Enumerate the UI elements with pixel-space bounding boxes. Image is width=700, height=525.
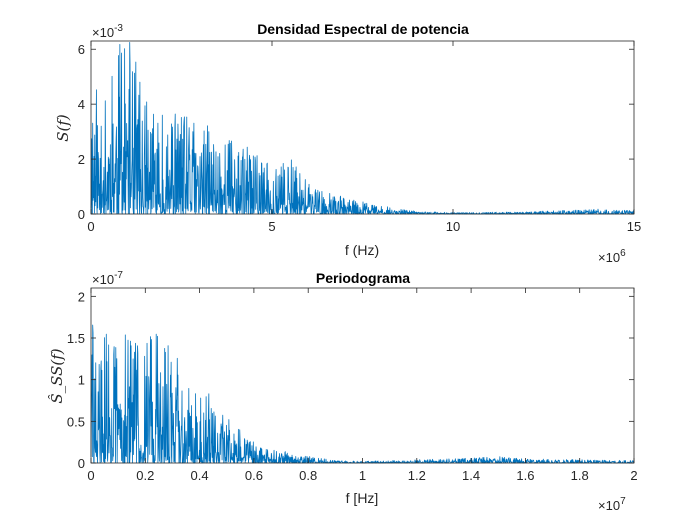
top-series-line	[90, 42, 635, 215]
x-tick-label: 5	[268, 219, 275, 234]
x-tick-label: 0	[87, 219, 94, 234]
top-y-multiplier: ×10-3	[92, 23, 123, 40]
y-tick-label: 0.5	[67, 414, 85, 429]
bottom-chart-title: Periodograma	[316, 270, 410, 286]
bottom-y-axis-label: Ŝ_SS(f)	[48, 348, 66, 403]
bottom-x-axis-label: f [Hz]	[346, 490, 379, 506]
subplot-bottom: Periodograma 0 0.2 0.4 0.6 0.8 1 1.2 1.4 1.6 1.8 2…	[48, 270, 638, 513]
x-tick-label: 1.4	[462, 468, 480, 483]
y-tick-label: 6	[78, 42, 85, 57]
top-y-axis-label: S(f)	[54, 114, 72, 142]
top-axes-box	[90, 40, 635, 215]
bottom-series-line	[90, 324, 635, 464]
x-tick-label: 0.4	[191, 468, 209, 483]
bottom-y-multiplier: ×10-7	[92, 270, 123, 287]
x-tick-label: 10	[446, 219, 460, 234]
bottom-x-multiplier: ×107	[598, 496, 626, 513]
y-tick-label: 2	[78, 152, 85, 167]
y-tick-label: 2	[78, 289, 85, 304]
y-tick-label: 4	[78, 97, 85, 112]
x-tick-label: 0.2	[136, 468, 154, 483]
bottom-y-ticks: 0 0.5 1 1.5 2	[67, 289, 634, 471]
subplot-top: Densidad Espectral de potencia 0 5 10 15 0 2…	[54, 21, 641, 265]
x-tick-label: 0	[87, 468, 94, 483]
top-y-ticks: 0 2 4 6	[78, 42, 634, 222]
y-tick-label: 0	[78, 207, 85, 222]
y-tick-label: 1.5	[67, 331, 85, 346]
x-tick-label: 2	[630, 468, 637, 483]
y-tick-label: 1	[78, 373, 85, 388]
x-tick-label: 1	[359, 468, 366, 483]
top-x-ticks: 0 5 10 15	[87, 41, 641, 234]
x-tick-label: 0.8	[299, 468, 317, 483]
x-tick-label: 1.2	[408, 468, 426, 483]
bottom-x-ticks: 0 0.2 0.4 0.6 0.8 1 1.2 1.4 1.6 1.8 2	[87, 288, 638, 483]
y-tick-label: 0	[78, 456, 85, 471]
top-x-multiplier: ×106	[598, 248, 626, 265]
top-chart-title: Densidad Espectral de potencia	[257, 21, 469, 37]
x-tick-label: 1.6	[516, 468, 534, 483]
x-tick-label: 0.6	[245, 468, 263, 483]
bottom-axes-box	[90, 287, 635, 464]
x-tick-label: 1.8	[571, 468, 589, 483]
top-x-axis-label: f (Hz)	[345, 242, 379, 258]
x-tick-label: 15	[627, 219, 641, 234]
